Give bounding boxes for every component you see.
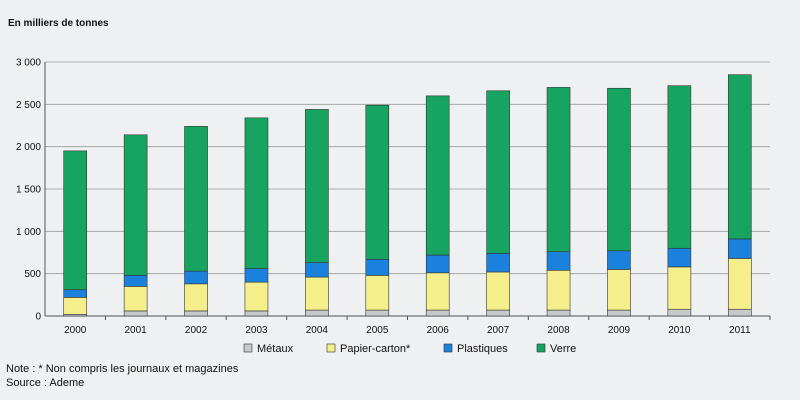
- chart-source: Source : Ademe: [6, 377, 85, 389]
- y-tick-label: 1 000: [16, 227, 41, 238]
- bar-segment-plastiques: [365, 258, 390, 276]
- x-tick-label: 2011: [729, 325, 751, 336]
- legend-swatch-metaux: [243, 343, 253, 353]
- bar-segment-metaux: [546, 309, 571, 317]
- bar-segment-papier: [546, 269, 571, 311]
- bar-segment-papier: [184, 283, 208, 312]
- x-tick-label: 2001: [125, 325, 148, 336]
- bar-segment-plastiques: [425, 254, 450, 274]
- y-tick-label: 2 000: [16, 142, 41, 153]
- bar-segment-metaux: [667, 308, 692, 317]
- bar-segment-papier: [63, 297, 88, 315]
- y-tick-label: 1 500: [16, 185, 41, 196]
- x-tick-label: 2009: [608, 325, 631, 336]
- bar-segment-verre: [727, 74, 752, 240]
- bar-segment-papier: [365, 275, 390, 311]
- bar-segment-plastiques: [486, 253, 510, 273]
- bar-segment-plastiques: [727, 238, 752, 259]
- legend-swatch-papier: [326, 343, 336, 353]
- bar-segment-plastiques: [546, 251, 571, 271]
- chart-note: Note : * Non compris les journaux et mag…: [6, 363, 239, 375]
- bar-segment-papier: [607, 269, 631, 311]
- bar-segment-papier: [305, 276, 329, 311]
- bar-segment-plastiques: [184, 270, 208, 285]
- x-tick-label: 2002: [185, 325, 208, 336]
- y-tick-label: 500: [24, 269, 41, 280]
- bar-segment-metaux: [244, 310, 269, 317]
- bar-segment-verre: [486, 90, 510, 254]
- x-tick-label: 2008: [547, 325, 570, 336]
- bar-segment-verre: [123, 134, 148, 276]
- x-tick-label: 2004: [306, 325, 329, 336]
- bar-segment-verre: [546, 87, 571, 252]
- bar-segment-plastiques: [667, 247, 692, 268]
- bar-segment-verre: [607, 87, 631, 252]
- y-tick-label: 3 000: [16, 58, 41, 69]
- bar-segment-plastiques: [607, 250, 631, 270]
- x-tick-label: 2000: [64, 325, 87, 336]
- bar-segment-metaux: [184, 310, 208, 317]
- bar-segment-verre: [365, 104, 390, 260]
- bar-segment-plastiques: [244, 268, 269, 283]
- x-tick-label: 2010: [668, 325, 691, 336]
- legend-swatch-plastiques: [443, 343, 453, 353]
- y-tick-label: 2 500: [16, 100, 41, 111]
- bar-segment-plastiques: [305, 262, 329, 278]
- bar-segment-papier: [123, 286, 148, 312]
- bar-segment-verre: [184, 126, 208, 272]
- x-tick-label: 2005: [366, 325, 389, 336]
- bar-segment-verre: [244, 117, 269, 269]
- bar-segment-papier: [425, 272, 450, 311]
- legend-label-metaux: Métaux: [257, 343, 294, 355]
- x-tick-label: 2007: [487, 325, 510, 336]
- bar-segment-metaux: [123, 310, 148, 317]
- bar-segment-metaux: [607, 309, 631, 317]
- bar-segment-papier: [244, 281, 269, 312]
- bar-segment-papier: [727, 258, 752, 310]
- x-tick-label: 2006: [427, 325, 450, 336]
- bar-segment-verre: [425, 95, 450, 256]
- bar-segment-verre: [305, 109, 329, 263]
- x-tick-label: 2003: [245, 325, 268, 336]
- bar-segment-papier: [667, 266, 692, 310]
- bar-segment-plastiques: [123, 275, 148, 287]
- bar-segment-metaux: [365, 309, 390, 317]
- bar-segment-plastiques: [63, 289, 88, 298]
- bar-segment-papier: [486, 271, 510, 311]
- bar-segment-metaux: [425, 309, 450, 317]
- bar-segment-metaux: [305, 309, 329, 317]
- bar-segment-verre: [63, 150, 88, 291]
- legend-label-papier: Papier-carton*: [340, 343, 411, 355]
- bar-segment-verre: [667, 85, 692, 249]
- legend-swatch-verre: [536, 343, 546, 353]
- legend-label-plastiques: Plastiques: [457, 343, 508, 355]
- legend-label-verre: Verre: [550, 343, 576, 355]
- y-axis-unit-label: En milliers de tonnes: [8, 18, 109, 29]
- bar-segment-metaux: [727, 308, 752, 317]
- y-tick-label: 0: [35, 312, 41, 323]
- bar-segment-metaux: [486, 309, 510, 317]
